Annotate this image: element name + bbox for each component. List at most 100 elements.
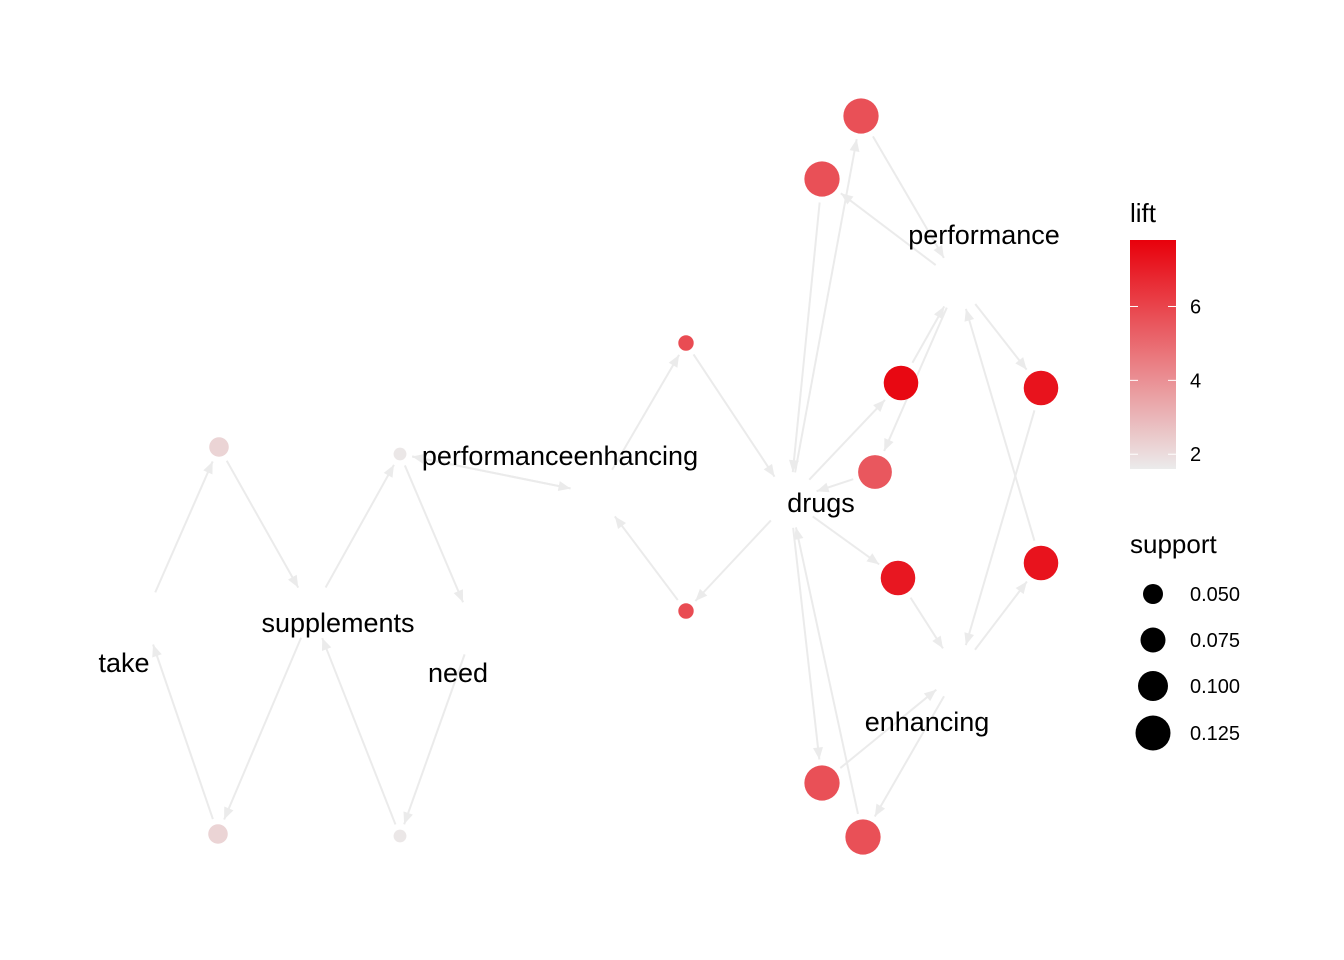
rule-node-r5 [393, 829, 407, 843]
lift-tick-label: 4 [1190, 370, 1201, 392]
term-performance: performance [908, 220, 1060, 250]
support-key-label: 0.075 [1190, 630, 1240, 652]
edge-drugs-to-r7 [694, 519, 772, 602]
rule-node-r12 [883, 365, 919, 401]
edge-r9-to-drugs [791, 202, 821, 473]
edge-need-to-r5-arrowhead [403, 811, 413, 825]
edge-r11-to-drugs-arrowhead [793, 527, 804, 541]
edge-r5-to-supplements-arrowhead [321, 638, 332, 652]
lift-tick-label: 2 [1190, 444, 1201, 466]
edge-need-to-r5 [403, 654, 466, 825]
edge-performanceenhancing-to-r4 [411, 455, 571, 490]
rule-node-r10 [804, 765, 840, 801]
edge-r8-to-performance-arrowhead [933, 244, 944, 258]
edge-r15-to-enhancing [964, 410, 1036, 646]
edge-enhancing-to-r16 [974, 580, 1028, 651]
rule-node-r8 [843, 98, 879, 134]
support-keys: 0.050 0.075 0.100 0.125 [1135, 584, 1240, 751]
rule-nodes-layer [208, 98, 1059, 855]
lift-legend-title: lift [1130, 198, 1157, 228]
edge-drugs-to-r14 [812, 515, 880, 566]
edge-r9-to-drugs-arrowhead [788, 459, 799, 473]
rule-node-r15 [1023, 370, 1059, 406]
edge-drugs-to-r10 [792, 527, 821, 760]
edge-enhancing-to-r11 [873, 695, 945, 818]
edge-enhancing-to-r11-arrowhead [874, 803, 886, 817]
edge-r8-to-performance [872, 135, 945, 259]
support-key-dot [1143, 584, 1163, 604]
term-labels-layer: take supplements need performanceenhanci… [98, 220, 1059, 737]
edge-r15-to-enhancing-arrowhead [964, 632, 975, 646]
edge-supplements-to-r2 [223, 637, 303, 820]
edge-r11-to-drugs [794, 527, 859, 815]
term-need: need [428, 658, 488, 688]
term-performanceenhancing: performanceenhancing [422, 441, 698, 471]
rule-node-r7 [678, 603, 694, 619]
edge-performanceenhancing-to-r6 [611, 354, 680, 471]
edge-r6-to-drugs-arrowhead [763, 463, 775, 477]
rule-node-r3 [393, 447, 407, 461]
edge-r12-to-performance-arrowhead [933, 306, 945, 320]
edge-r6-to-drugs [692, 353, 776, 478]
edge-r1-to-supplements [225, 460, 300, 589]
rule-node-r1 [209, 437, 229, 457]
edge-drugs-to-r8-arrowhead [849, 139, 860, 152]
edge-performance-to-r9-arrowhead [840, 193, 854, 205]
rule-node-r13 [858, 455, 892, 489]
edge-r16-to-performance [964, 308, 1036, 541]
edge-supplements-to-r3 [324, 464, 395, 589]
edges-layer [152, 135, 1036, 825]
edge-performance-to-r13-arrowhead [884, 438, 894, 452]
edge-r7-to-performanceenhancing [614, 515, 679, 601]
term-enhancing: enhancing [865, 707, 990, 737]
edge-drugs-to-r7-arrowhead [695, 588, 708, 602]
edge-r5-to-supplements [321, 637, 397, 825]
edge-r1-to-supplements-arrowhead [288, 574, 299, 588]
edge-r4-to-need [403, 465, 464, 603]
edge-r16-to-performance-arrowhead [964, 308, 975, 322]
rule-node-r11 [845, 819, 881, 855]
edge-drugs-to-r10-arrowhead [813, 747, 823, 760]
term-take: take [98, 648, 149, 678]
edge-r7-to-performanceenhancing-arrowhead [614, 516, 627, 529]
edge-r4-to-need-arrowhead [453, 589, 464, 603]
rule-node-r16 [1023, 545, 1059, 581]
support-key-label: 0.050 [1190, 584, 1240, 606]
edge-performanceenhancing-to-r6-arrowhead [668, 354, 680, 368]
edge-performance-to-r15 [974, 303, 1028, 371]
edge-r2-to-take-arrowhead [152, 644, 162, 658]
rule-node-r14 [880, 560, 916, 596]
edge-r2-to-take [152, 644, 214, 820]
edge-drugs-to-r12 [808, 399, 886, 481]
edge-drugs-to-r12-arrowhead [873, 399, 885, 413]
support-key-dot [1140, 627, 1166, 653]
lift-tick-label: 6 [1190, 296, 1201, 318]
support-key-label: 0.100 [1190, 676, 1240, 698]
edge-r14-to-enhancing-arrowhead [932, 635, 943, 649]
rule-node-r9 [804, 161, 840, 197]
edge-supplements-to-r3-arrowhead [383, 464, 394, 478]
edge-r10-to-enhancing-arrowhead [923, 689, 937, 702]
edge-take-to-r1-arrowhead [203, 461, 213, 475]
edge-performanceenhancing-to-r4-arrowhead [412, 453, 425, 464]
support-key-dot [1135, 715, 1171, 751]
term-supplements: supplements [261, 608, 414, 638]
lift-ticks: 2 4 6 [1130, 296, 1201, 466]
edge-supplements-to-r2-arrowhead [224, 806, 234, 820]
edge-take-to-r1 [154, 461, 214, 593]
support-key-dot [1138, 671, 1168, 701]
rule-node-r6 [678, 335, 694, 351]
edge-performance-to-r15-arrowhead [1015, 357, 1027, 370]
edge-drugs-to-r14-arrowhead [866, 553, 880, 565]
legend: lift 2 4 6 support 0.050 0.075 0.100 0.125 [1130, 198, 1240, 751]
edge-r13-to-drugs-arrowhead [816, 482, 830, 493]
edge-r10-to-enhancing [839, 688, 937, 769]
term-drugs: drugs [787, 488, 855, 518]
edge-enhancing-to-r16-arrowhead [1015, 581, 1027, 595]
edge-performance-to-r9 [840, 192, 937, 266]
rule-node-r2 [208, 824, 228, 844]
support-key-label: 0.125 [1190, 723, 1240, 745]
support-legend-title: support [1130, 529, 1217, 559]
lift-colorbar [1130, 240, 1176, 469]
